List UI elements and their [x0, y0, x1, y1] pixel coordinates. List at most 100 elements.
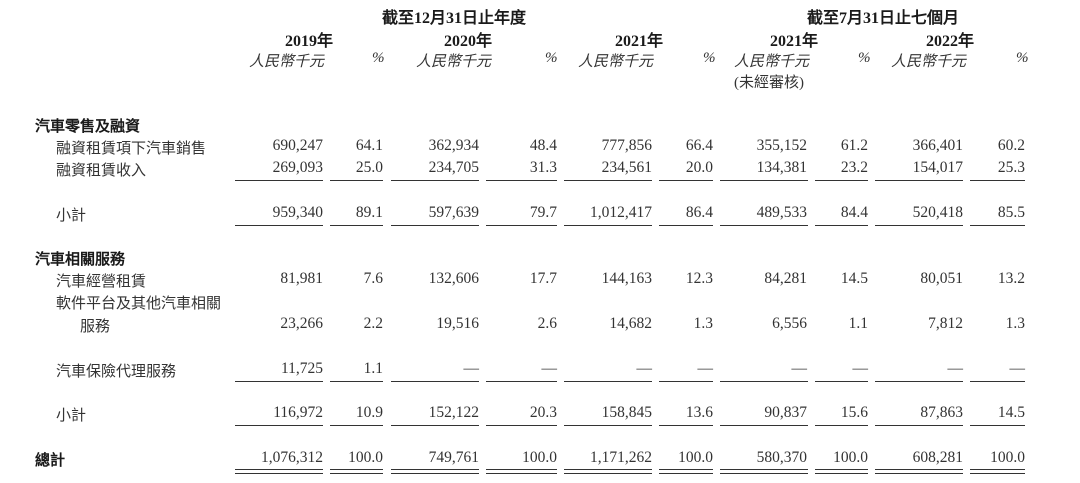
- underline: [970, 225, 1025, 226]
- underline: [391, 180, 479, 181]
- cell-2022-amount: 154,017: [912, 159, 963, 176]
- cell-2022-pct: 1.3: [1005, 315, 1025, 332]
- cell-2021-amount: 158,845: [601, 404, 652, 421]
- row-label: 融資租賃項下汽車銷售: [56, 141, 207, 157]
- underline: [391, 425, 479, 426]
- year-header-2021-seven-months: 2021年: [770, 33, 819, 50]
- underline: [659, 225, 713, 226]
- underline: [970, 180, 1025, 181]
- double-underline: [970, 469, 1025, 474]
- underline: [720, 180, 808, 181]
- cell-2019-pct: 7.6: [363, 270, 383, 287]
- cell-2020-amount: 132,606: [428, 270, 479, 287]
- cell-2019-pct: 89.1: [355, 204, 383, 221]
- underline: [235, 180, 323, 181]
- underline: [486, 425, 557, 426]
- double-underline: [815, 469, 868, 474]
- cell-2021-pct: 20.0: [685, 159, 713, 176]
- cell-2019-amount: 81,981: [280, 270, 323, 287]
- double-underline: [391, 469, 479, 474]
- cell-2022-amount: 366,401: [912, 137, 963, 154]
- cell-2021-amount: 1,171,262: [590, 449, 652, 466]
- cell-2021-pct: —: [697, 360, 714, 377]
- year-header-2021: 2021年: [615, 33, 664, 50]
- underline: [875, 225, 963, 226]
- cell-2021-pct: 12.3: [685, 270, 713, 287]
- cell-2021-7m-pct: 23.2: [840, 159, 868, 176]
- cell-2019-pct: 2.2: [363, 315, 383, 332]
- underline: [875, 425, 963, 426]
- cell-2021-7m-amount: 90,837: [764, 404, 807, 421]
- cell-2020-amount: 749,761: [428, 449, 479, 466]
- underline: [659, 381, 713, 382]
- cell-2019-amount: 11,725: [280, 360, 323, 377]
- cell-2020-pct: 20.3: [529, 404, 557, 421]
- cell-2022-pct: 14.5: [997, 404, 1025, 421]
- double-underline: [875, 469, 963, 474]
- cell-2019-pct: 64.1: [355, 137, 383, 154]
- underline: [815, 225, 868, 226]
- cell-2021-amount: —: [636, 360, 653, 377]
- underline: [330, 180, 383, 181]
- cell-2021-7m-amount: 580,370: [756, 449, 807, 466]
- row-label: 融資租賃收入: [56, 163, 147, 179]
- underline: [486, 225, 557, 226]
- cell-2021-7m-amount: 355,152: [756, 137, 807, 154]
- cell-2021-pct: 13.6: [685, 404, 713, 421]
- underline: [720, 381, 808, 382]
- cell-2019-pct: 100.0: [348, 449, 383, 466]
- cell-2021-pct: 100.0: [678, 449, 713, 466]
- cell-2021-7m-amount: 84,281: [764, 270, 807, 287]
- underline: [720, 425, 808, 426]
- underline: [564, 381, 652, 382]
- pct-header-2020: %: [545, 50, 558, 66]
- underline: [875, 180, 963, 181]
- underline: [815, 180, 868, 181]
- double-underline: [659, 469, 713, 474]
- cell-2019-amount: 1,076,312: [261, 449, 323, 466]
- cell-2021-7m-pct: 14.5: [840, 270, 868, 287]
- cell-2019-pct: 10.9: [355, 404, 383, 421]
- cell-2022-pct: 13.2: [997, 270, 1025, 287]
- cell-2020-amount: 362,934: [428, 137, 479, 154]
- cell-2020-pct: 100.0: [522, 449, 557, 466]
- underline: [391, 381, 479, 382]
- underline: [330, 425, 383, 426]
- row-label-line2: 服務: [80, 319, 111, 335]
- cell-2020-amount: 152,122: [428, 404, 479, 421]
- cell-2020-pct: 2.6: [537, 315, 557, 332]
- cell-2019-amount: 116,972: [273, 404, 323, 421]
- year-header-2022: 2022年: [926, 33, 975, 50]
- pct-header-2019: %: [372, 50, 385, 66]
- unit-header-2021: 人民幣千元: [578, 54, 654, 70]
- cell-2022-amount: 80,051: [920, 270, 963, 287]
- cell-2019-amount: 959,340: [272, 204, 323, 221]
- cell-2022-amount: 7,812: [928, 315, 963, 332]
- cell-2021-pct: 1.3: [693, 315, 713, 332]
- cell-2019-pct: 25.0: [355, 159, 383, 176]
- cell-2022-pct: 25.3: [997, 159, 1025, 176]
- cell-2021-amount: 234,561: [601, 159, 652, 176]
- double-underline: [564, 469, 652, 474]
- underline: [970, 425, 1025, 426]
- cell-2019-amount: 269,093: [272, 159, 323, 176]
- cell-2020-pct: —: [541, 360, 558, 377]
- underline: [659, 180, 713, 181]
- cell-2022-amount: 520,418: [912, 204, 963, 221]
- cell-2021-7m-amount: 6,556: [772, 315, 807, 332]
- double-underline: [486, 469, 557, 474]
- cell-2021-7m-amount: 134,381: [756, 159, 807, 176]
- cell-2019-amount: 690,247: [272, 137, 323, 154]
- cell-2020-amount: 597,639: [428, 204, 479, 221]
- cell-2021-pct: 66.4: [685, 137, 713, 154]
- cell-2021-7m-pct: 61.2: [840, 137, 868, 154]
- cell-2022-pct: 60.2: [997, 137, 1025, 154]
- section-title-auto-related-services: 汽車相關服務: [35, 252, 126, 268]
- cell-2021-7m-pct: 100.0: [833, 449, 868, 466]
- underline: [235, 425, 323, 426]
- underline: [875, 381, 963, 382]
- underline: [659, 425, 713, 426]
- pct-header-2021: %: [703, 50, 716, 66]
- double-underline: [720, 469, 808, 474]
- cell-2021-7m-amount: 489,533: [756, 204, 807, 221]
